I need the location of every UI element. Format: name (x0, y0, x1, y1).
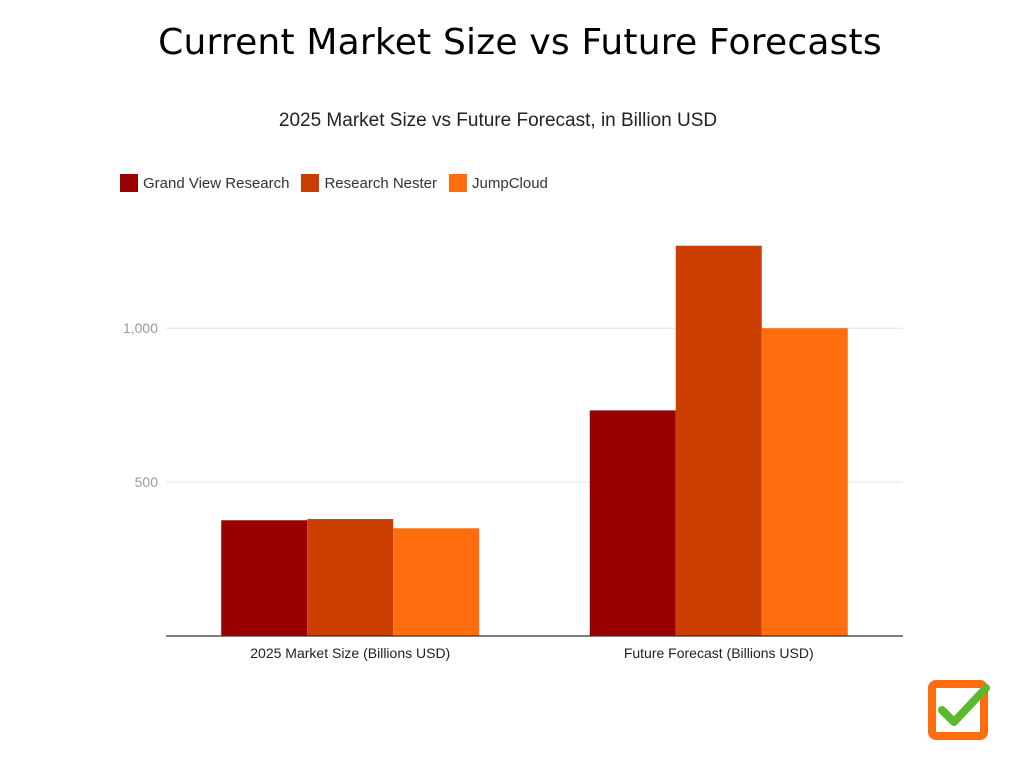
legend-item-research-nester: Research Nester (301, 174, 437, 192)
checkbox-check-icon (928, 680, 990, 740)
bar-research-nester-current (307, 519, 394, 636)
y-tick-label-500: 500 (135, 474, 159, 490)
legend-swatch-jumpcloud (449, 174, 468, 192)
legend-swatch-grand-view-research (120, 174, 138, 192)
bar-jumpcloud-forecast (761, 328, 848, 636)
legend-item-grand-view-research: Grand View Research (120, 174, 289, 192)
y-axis-ticks: 500 1,000 (123, 320, 158, 490)
x-axis-ticks: 2025 Market Size (Billions USD) Future Fo… (250, 645, 813, 661)
x-tick-label-current: 2025 Market Size (Billions USD) (250, 645, 450, 661)
page-title: Current Market Size vs Future Forecasts (158, 22, 882, 63)
bar-grand-view-research-current (221, 520, 308, 636)
logo-box (928, 680, 988, 740)
legend-label-grand-view-research: Grand View Research (143, 174, 290, 192)
legend-swatch-research-nester (301, 174, 320, 192)
legend-label-jumpcloud: JumpCloud (472, 174, 548, 192)
legend-label-research-nester: Research Nester (324, 174, 438, 192)
bar-grand-view-research-forecast (589, 410, 676, 636)
chart-legend: Grand View Research Research Nester Jump… (120, 173, 560, 193)
bars (221, 245, 848, 636)
chart-title: 2025 Market Size vs Future Forecast, in … (278, 110, 718, 131)
x-tick-label-forecast: Future Forecast (Billions USD) (624, 645, 814, 661)
bar-research-nester-forecast (675, 245, 762, 636)
y-tick-label-1000: 1,000 (123, 320, 158, 336)
logo-checkmark (938, 684, 990, 726)
bar-jumpcloud-current (393, 528, 480, 636)
legend-item-jumpcloud: JumpCloud (449, 174, 548, 192)
